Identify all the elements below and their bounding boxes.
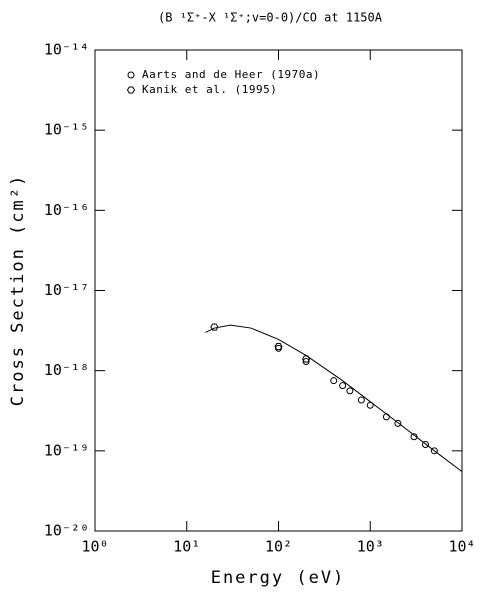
circle-marker [382,413,390,421]
circle-marker [346,387,354,395]
circle-marker [339,382,347,390]
x-tick-label: 10⁰ [81,538,108,556]
x-axis-label: Energy (eV) [211,568,346,588]
plot-frame [94,49,463,532]
circle-marker [410,433,418,441]
circle-marker [430,447,438,455]
circle-marker [302,358,310,366]
hexagon-marker [210,323,219,331]
x-tick-label: 10³ [357,538,384,556]
legend-label: Aarts and de Heer (1970a) [142,68,320,81]
chart-title: (B ¹Σ⁺-X ¹Σ⁺;v=0-0)/CO at 1150A [158,11,383,25]
legend-marker [127,71,135,79]
legend-marker [126,86,136,94]
circle-marker [421,440,429,448]
y-tick-label: 10⁻²⁰ [44,522,89,540]
hexagon-marker [302,355,311,363]
hexagon-marker [274,343,283,351]
x-tick-label: 10¹ [173,538,200,556]
circle-marker [330,377,338,385]
y-tick-label: 10⁻¹⁵ [44,121,89,139]
fit-line [205,324,463,473]
circle-marker [357,396,365,404]
x-tick-label: 10² [265,538,292,556]
y-tick-label: 10⁻¹⁹ [44,441,89,459]
y-tick-label: 10⁻¹⁷ [44,281,89,299]
y-axis-label: Cross Section (cm²) [8,174,28,406]
y-tick-label: 10⁻¹⁴ [44,41,89,59]
circle-marker [394,419,402,427]
y-tick-label: 10⁻¹⁸ [44,361,89,379]
x-tick-label: 10⁴ [448,538,475,556]
y-tick-label: 10⁻¹⁶ [44,201,89,219]
legend-label: Kanik et al. (1995) [142,83,277,96]
